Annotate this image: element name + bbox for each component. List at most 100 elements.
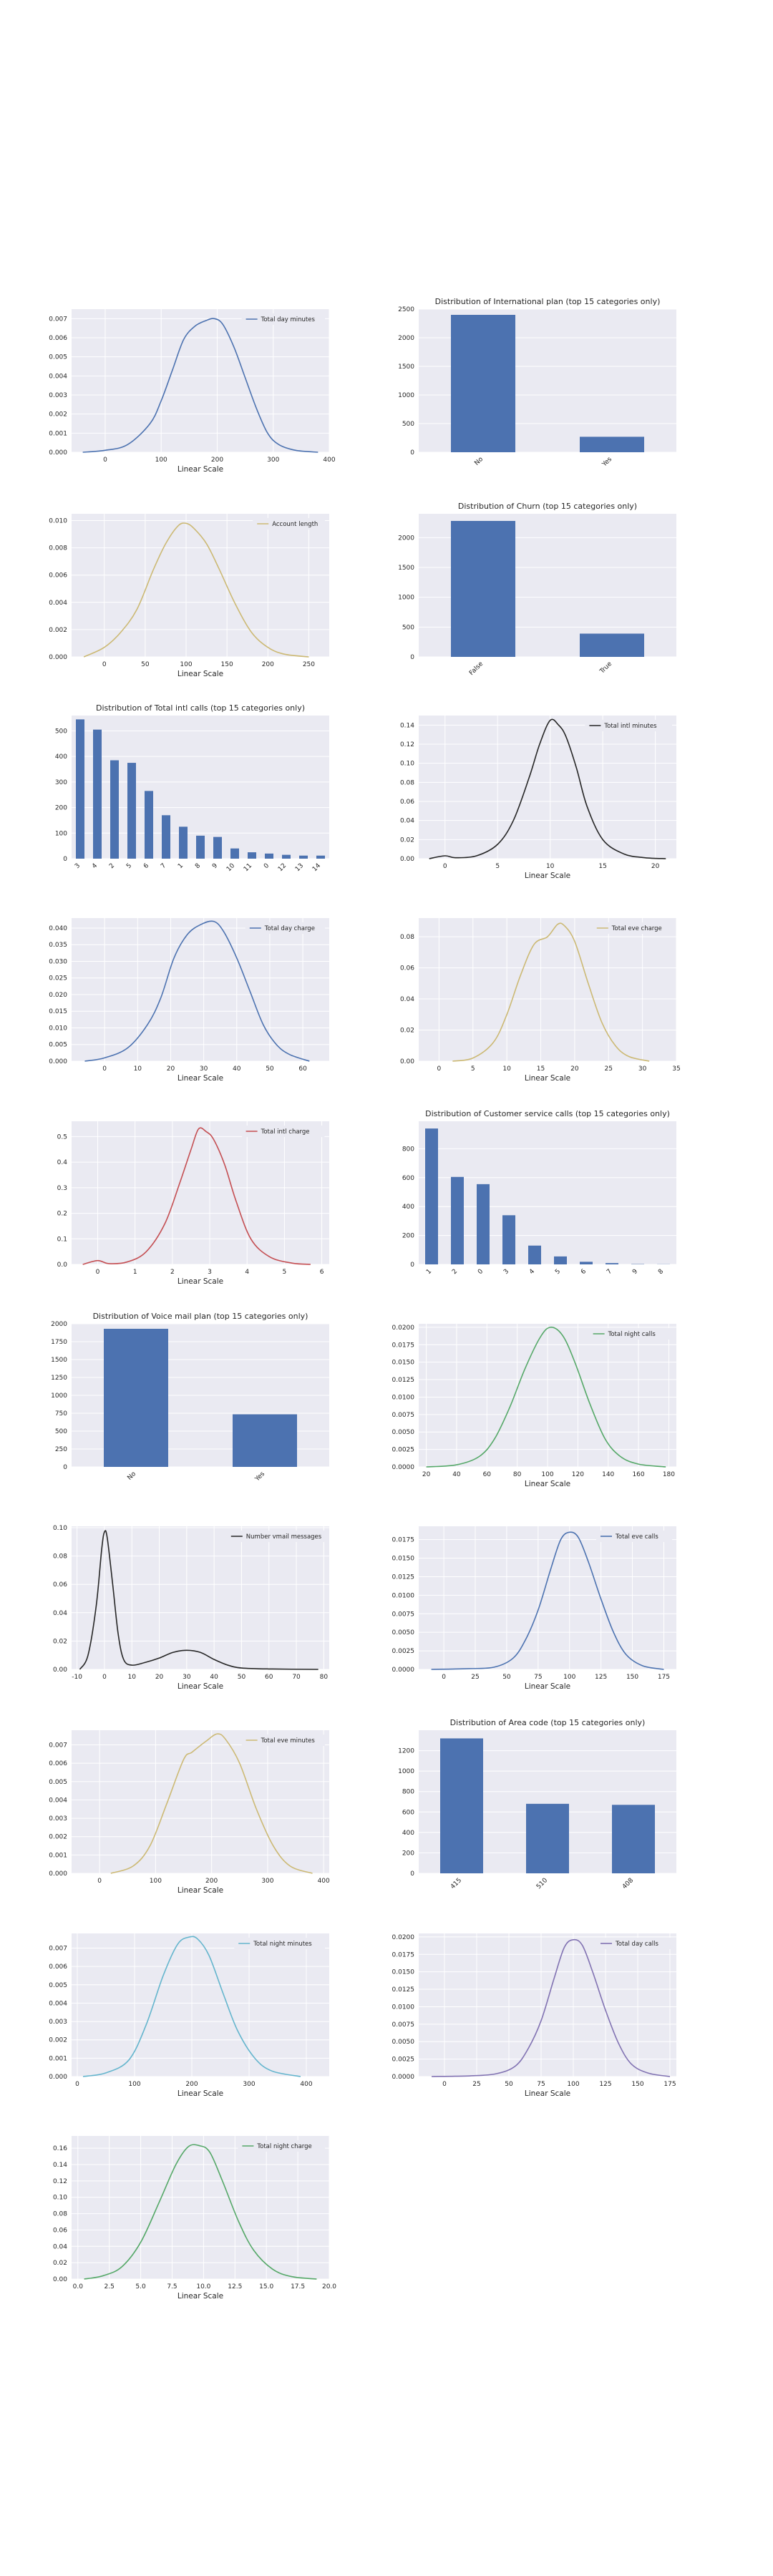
y-tick-label: 0.030 — [49, 958, 67, 965]
y-tick-label: 0.008 — [49, 545, 67, 552]
x-axis-label: Linear Scale — [525, 2089, 570, 2098]
x-tick-label: 1 — [425, 1268, 433, 1276]
chart-svg: 0 200 400 600 800 1000 1200 415 510 408 Distributi… — [398, 1718, 676, 1890]
y-tick-label: 200 — [402, 1850, 414, 1857]
y-tick-label: 100 — [55, 830, 67, 837]
x-tick-label: 10 — [128, 1674, 137, 1681]
y-tick-label: 0.0175 — [392, 1951, 415, 1958]
x-tick-label: 20 — [422, 1471, 431, 1478]
x-tick-label: 5 — [125, 862, 133, 870]
y-tick-label: 800 — [402, 1789, 414, 1796]
x-tick-label: 0.0 — [73, 2283, 84, 2290]
y-tick-label: 2000 — [398, 335, 414, 342]
y-tick-label: 0.14 — [400, 722, 414, 729]
legend — [241, 1735, 325, 1746]
y-tick-label: 0.10 — [400, 761, 414, 768]
x-axis-label: Linear Scale — [178, 1074, 223, 1083]
x-tick-label: -10 — [72, 1674, 82, 1681]
x-axis-label: Linear Scale — [178, 2292, 223, 2301]
x-tick-label: True — [598, 660, 614, 676]
x-tick-label: 9 — [631, 1268, 639, 1276]
y-tick-label: 0.0150 — [392, 1360, 415, 1367]
y-tick-label: 0.1 — [57, 1236, 67, 1243]
kde-line — [431, 1938, 671, 2077]
bar — [162, 815, 170, 859]
x-tick-label: 415 — [449, 1877, 463, 1890]
chart-panel: 0 500 1000 1500 2000 False True Distribution of… — [369, 498, 691, 689]
bar — [233, 1414, 297, 1467]
x-tick-label: 75 — [537, 2081, 545, 2088]
x-tick-label: 300 — [243, 2081, 255, 2088]
y-tick-label: 0.12 — [400, 741, 414, 748]
x-tick-label: 8 — [657, 1268, 665, 1276]
x-tick-label: 150 — [626, 1674, 638, 1681]
y-tick-label: 0.025 — [49, 975, 67, 982]
y-tick-label: 0.0025 — [392, 2057, 415, 2064]
chart-panel: 0.0000 0.0025 0.0050 0.0075 0.0100 0.0125 0.01… — [369, 1918, 691, 2109]
x-tick-label: 2 — [170, 1269, 175, 1276]
kde-line — [79, 1530, 319, 1670]
y-tick-label: 1500 — [51, 1357, 67, 1364]
y-tick-label: 1000 — [51, 1392, 67, 1400]
x-tick-label: 125 — [595, 1674, 607, 1681]
y-tick-label: 0.0175 — [392, 1537, 415, 1544]
y-tick-label: 0.0050 — [392, 2039, 415, 2046]
chart-panel: 0.000 0.005 0.010 0.015 0.020 0.025 0.030 0.035… — [21, 902, 344, 1093]
chart-panel: 0.000 0.002 0.004 0.006 0.008 0.010 0 50 100 150 2… — [21, 498, 344, 689]
chart-panel: 0.0000 0.0025 0.0050 0.0075 0.0100 0.0125 0.01… — [369, 1308, 691, 1499]
y-tick-label: 0.06 — [53, 2227, 67, 2234]
y-tick-label: 1200 — [398, 1748, 414, 1755]
legend-label: Total night calls — [608, 1331, 656, 1338]
y-tick-label: 0.004 — [49, 2000, 67, 2007]
x-tick-label: 120 — [572, 1471, 584, 1478]
plot-area — [419, 1526, 676, 1669]
x-tick-label: 1 — [133, 1269, 137, 1276]
x-tick-label: 30 — [183, 1674, 191, 1681]
legend — [592, 922, 672, 934]
legend — [226, 1531, 325, 1542]
y-tick-label: 0.010 — [49, 518, 67, 525]
bar — [477, 1184, 490, 1264]
plot-area — [72, 1526, 329, 1669]
y-tick-label: 0.020 — [49, 992, 67, 999]
x-tick-label: 0 — [442, 1674, 446, 1681]
chart-svg: 0 100 200 300 400 500 3 4 2 5 6 7 1 8 9 10 11 0 12 13 14 Dist… — [55, 703, 329, 873]
x-tick-label: 0 — [97, 1878, 102, 1885]
x-tick-label: 7.5 — [167, 2283, 177, 2290]
legend — [596, 1938, 672, 1949]
x-tick-label: 40 — [210, 1674, 218, 1681]
x-tick-label: 70 — [292, 1674, 301, 1681]
y-tick-label: 300 — [55, 779, 67, 786]
kde-line — [110, 1733, 313, 1874]
y-tick-label: 0.0000 — [392, 1667, 415, 1674]
legend-label: Total day minutes — [261, 316, 316, 323]
x-tick-label: 200 — [205, 1878, 218, 1885]
chart-panel: 0.000 0.001 0.002 0.003 0.004 0.005 0.006 0.007… — [21, 1918, 344, 2109]
x-tick-label: 0 — [443, 863, 447, 870]
chart-panel: 0.0 0.1 0.2 0.3 0.4 0.5 0 1 2 3 4 5 6 Total intl char… — [21, 1106, 344, 1297]
x-tick-label: 80 — [320, 1674, 329, 1681]
legend — [585, 720, 672, 731]
bar — [230, 848, 239, 859]
bar — [282, 854, 291, 859]
plot-area — [419, 716, 676, 859]
x-tick-label: 0 — [477, 1268, 485, 1276]
y-tick-label: 0.10 — [53, 1525, 67, 1532]
plot-area — [72, 1730, 329, 1873]
x-tick-label: 5 — [471, 1065, 475, 1073]
y-tick-label: 800 — [402, 1146, 414, 1153]
chart-panel: 0 100 200 300 400 500 3 4 2 5 6 7 1 8 9 10 11 0 12 13 14 Dist… — [21, 700, 344, 891]
y-tick-label: 400 — [402, 1204, 414, 1211]
y-tick-label: 0.00 — [53, 1667, 67, 1674]
y-tick-label: 0.004 — [49, 1797, 67, 1804]
x-tick-label: 5 — [554, 1268, 562, 1276]
bar — [145, 791, 153, 859]
legend — [245, 922, 325, 934]
chart-svg: 0 500 1000 1500 2000 False True Distribution of… — [398, 502, 676, 677]
y-tick-label: 0.0050 — [392, 1429, 415, 1436]
x-tick-label: 150 — [631, 2081, 643, 2088]
bar — [316, 855, 325, 859]
x-tick-label: 6 — [320, 1269, 324, 1276]
x-tick-label: 12 — [277, 862, 288, 873]
x-tick-label: 150 — [221, 661, 233, 668]
